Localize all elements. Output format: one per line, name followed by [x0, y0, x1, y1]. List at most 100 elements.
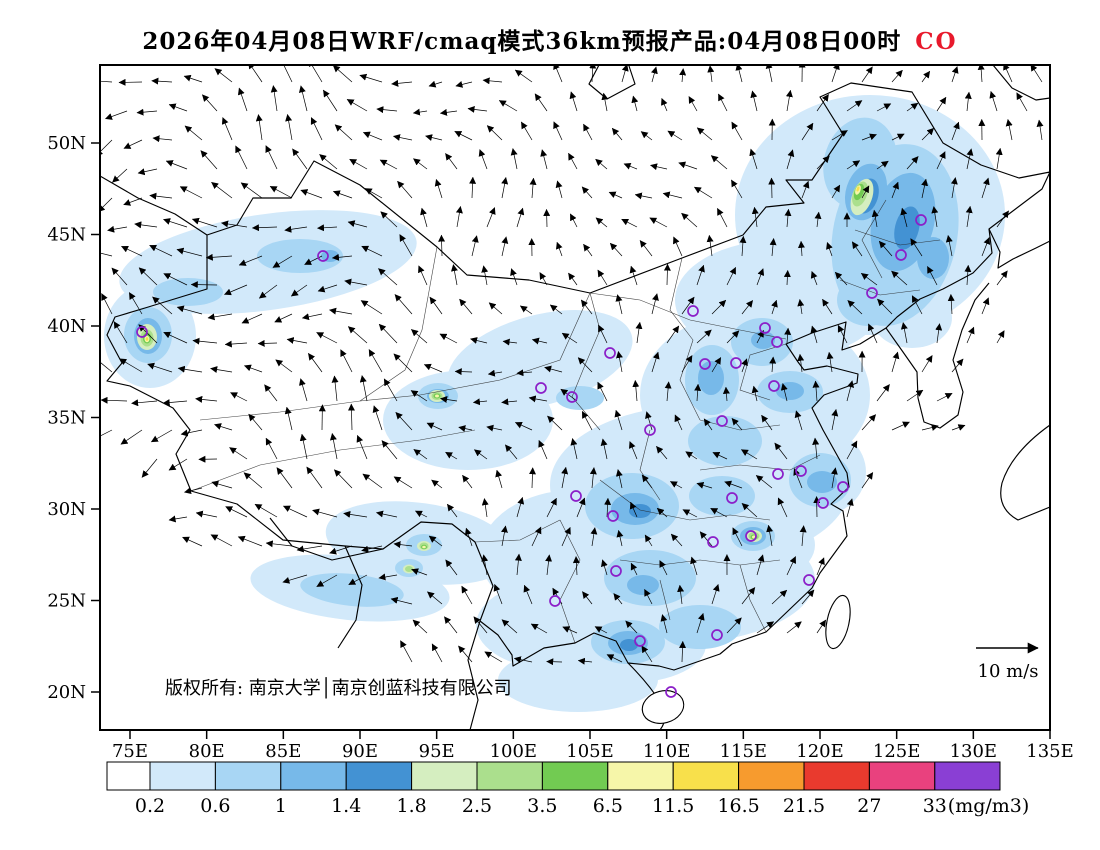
colorbar: 0.2 0.6 1 1.4 1.8 2.5 3.5 6.5 11.5 16.5 21.5 27 33 (m… [106, 761, 1029, 817]
wind-vector-arrow [545, 554, 553, 576]
wind-vector-arrow [393, 476, 413, 489]
wind-vector-arrow [816, 155, 830, 170]
city-marker [711, 629, 723, 641]
wind-vector-arrow [546, 497, 557, 518]
wind-vector-arrow [298, 85, 308, 112]
city-marker [707, 536, 719, 548]
wind-vector-arrow [134, 221, 158, 229]
wind-vector-arrow [771, 589, 788, 605]
wind-vector-arrow [568, 152, 578, 170]
wind-vector-arrow [673, 236, 683, 257]
concentration-contour [917, 237, 949, 279]
wind-vector-arrow [822, 298, 833, 315]
city-marker [745, 530, 757, 542]
wind-vector-arrow [629, 265, 638, 286]
wind-vector-arrow [458, 645, 473, 663]
wind-vector-arrow [265, 145, 278, 170]
wind-vector-arrow [724, 480, 743, 489]
wind-vector-arrow [498, 100, 518, 112]
wind-vector-arrow [614, 409, 623, 431]
wind-vector-arrow [392, 134, 413, 141]
wind-vector-arrow [275, 359, 293, 373]
wind-vector-arrow [670, 533, 683, 547]
wind-vector-arrow [378, 573, 398, 581]
wind-vector-arrow [629, 501, 638, 518]
wind-vector-arrow [726, 266, 736, 286]
city-marker [634, 635, 646, 647]
wind-vector-arrow [608, 191, 623, 199]
wind-vector-arrow [731, 417, 743, 431]
wind-vector-arrow [694, 383, 702, 402]
wind-vector-arrow [831, 65, 840, 83]
wind-vector-arrow [308, 65, 323, 83]
wind-vector-arrow [455, 206, 463, 228]
wind-vector-arrow [656, 446, 668, 460]
city-marker [726, 492, 738, 504]
wind-vector-arrow [555, 241, 563, 257]
wind-vector-arrow [577, 657, 593, 665]
wind-vector-arrow [461, 585, 473, 605]
lat-tick-label: 50N [47, 133, 86, 154]
lon-tick-label: 130E [950, 741, 998, 762]
wind-vector-arrow [644, 534, 653, 547]
colorbar-cell [934, 761, 1001, 791]
colorbar-cell [738, 761, 805, 791]
wind-vector-arrow [569, 213, 578, 228]
wind-vector-arrow [459, 298, 473, 315]
wind-vector-arrow [623, 162, 638, 170]
wind-vector-arrow [529, 177, 537, 199]
colorbar-cell [607, 761, 674, 791]
city-marker [817, 497, 829, 509]
wind-vector-arrow [431, 643, 443, 663]
wind-vector-arrow [801, 589, 815, 605]
wind-vector-arrow [989, 90, 998, 112]
wind-vector-arrow [911, 295, 923, 315]
wind-vector-arrow [562, 626, 578, 634]
wind-vector-arrow [831, 184, 841, 199]
wind-vector-arrow [595, 217, 608, 228]
colorbar-label: 21.5 [783, 795, 825, 817]
wind-vector-arrow [473, 449, 488, 460]
wind-vector-arrow [283, 505, 308, 518]
wind-vector-arrow [583, 243, 593, 257]
lat-tick-label: 45N [47, 225, 86, 246]
wind-vector-arrow [876, 160, 889, 170]
wind-vector-arrow [284, 406, 293, 431]
wind-vector-arrow [510, 148, 518, 170]
wind-vector-arrow [640, 131, 653, 141]
title-text: 2026年04月08日WRF/cmaq模式36km预报产品:04月08日00时 [142, 28, 902, 55]
wind-vector-arrow [165, 160, 188, 170]
concentration-contour [422, 545, 426, 549]
wind-vector-arrow [696, 329, 712, 344]
wind-vector-arrow [996, 270, 1008, 286]
wind-vector-arrow [616, 529, 624, 547]
wind-vector-arrow [867, 323, 878, 344]
wind-vector-arrow [168, 458, 188, 471]
concentration-contour [751, 331, 775, 349]
wind-vector-arrow [481, 265, 489, 286]
map-frame [99, 64, 1051, 731]
wind-vector-arrow [735, 65, 743, 83]
wind-vector-arrow [229, 447, 248, 460]
wind-vector-arrow [376, 106, 398, 114]
wind-vector-arrow [977, 65, 985, 83]
wind-vector-arrow [445, 153, 458, 170]
wind-vector-arrow [272, 255, 293, 268]
wind-vector-arrow [221, 220, 248, 228]
province-boundary [559, 519, 581, 644]
wind-vector-arrow [486, 424, 503, 432]
wind-vector-arrow [935, 323, 943, 344]
concentration-contour [659, 605, 741, 649]
wind-vector-arrow [299, 433, 308, 460]
wind-vector-arrow [741, 449, 758, 460]
wind-vector-arrow [478, 149, 488, 170]
wind-vector-arrow [340, 349, 353, 373]
wind-vector-arrow [981, 237, 991, 257]
concentration-contour [776, 382, 804, 400]
wind-vector-arrow [690, 556, 698, 576]
wind-vector-arrow [666, 325, 680, 344]
wind-vector-arrow [871, 209, 879, 228]
province-boundary [359, 246, 438, 402]
wind-vector-arrow [240, 182, 263, 199]
wind-vector-arrow [241, 313, 263, 324]
